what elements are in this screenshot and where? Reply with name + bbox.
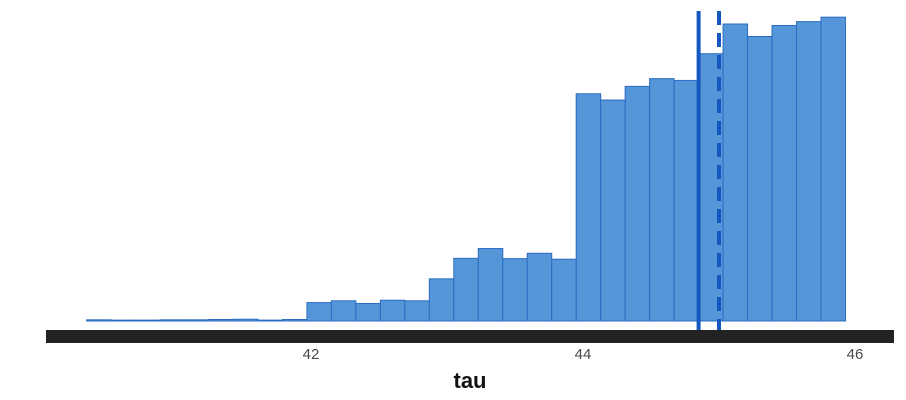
histogram-bar-5 bbox=[208, 319, 234, 322]
histogram-bar-6 bbox=[232, 318, 259, 322]
x-axis-title: tau bbox=[454, 368, 487, 393]
histogram-bar-26 bbox=[722, 23, 749, 322]
histogram-bar-7 bbox=[257, 319, 283, 322]
histogram-bar-1 bbox=[110, 319, 137, 322]
histogram-bar-23 bbox=[649, 78, 675, 322]
histogram-bar-14 bbox=[428, 278, 455, 322]
x-axis-baseline bbox=[46, 330, 894, 343]
histogram-bar-17 bbox=[502, 258, 528, 322]
histogram-bar-16 bbox=[477, 248, 504, 322]
histogram-bar-30 bbox=[820, 16, 846, 322]
histogram-bar-28 bbox=[771, 24, 798, 322]
histogram-bar-29 bbox=[796, 21, 822, 322]
x-tick-label-42: 42 bbox=[303, 346, 320, 363]
histogram-bar-8 bbox=[281, 319, 308, 322]
x-tick-label-44: 44 bbox=[575, 346, 592, 363]
histogram-bar-11 bbox=[355, 302, 381, 322]
histogram-bar-9 bbox=[306, 302, 332, 322]
histogram-bar-13 bbox=[404, 300, 430, 322]
histogram-bar-10 bbox=[330, 300, 357, 322]
histogram-bar-24 bbox=[673, 79, 700, 322]
histogram-bar-15 bbox=[453, 257, 479, 322]
reference-lines bbox=[696, 11, 721, 330]
histogram-bars bbox=[86, 16, 846, 322]
histogram-bar-27 bbox=[747, 35, 773, 322]
histogram-bar-22 bbox=[624, 85, 651, 322]
x-axis-ticks: 42 44 46 bbox=[303, 346, 864, 363]
histogram-bar-0 bbox=[86, 319, 112, 322]
histogram-bar-18 bbox=[526, 252, 553, 322]
histogram-bar-4 bbox=[184, 319, 210, 322]
histogram-bar-19 bbox=[551, 258, 577, 322]
histogram-bar-2 bbox=[135, 319, 161, 322]
histogram-bar-12 bbox=[379, 299, 406, 322]
histogram-bar-3 bbox=[159, 319, 186, 322]
histogram-bar-20 bbox=[575, 93, 602, 322]
histogram-bar-21 bbox=[600, 99, 626, 322]
x-tick-label-46: 46 bbox=[847, 346, 864, 363]
